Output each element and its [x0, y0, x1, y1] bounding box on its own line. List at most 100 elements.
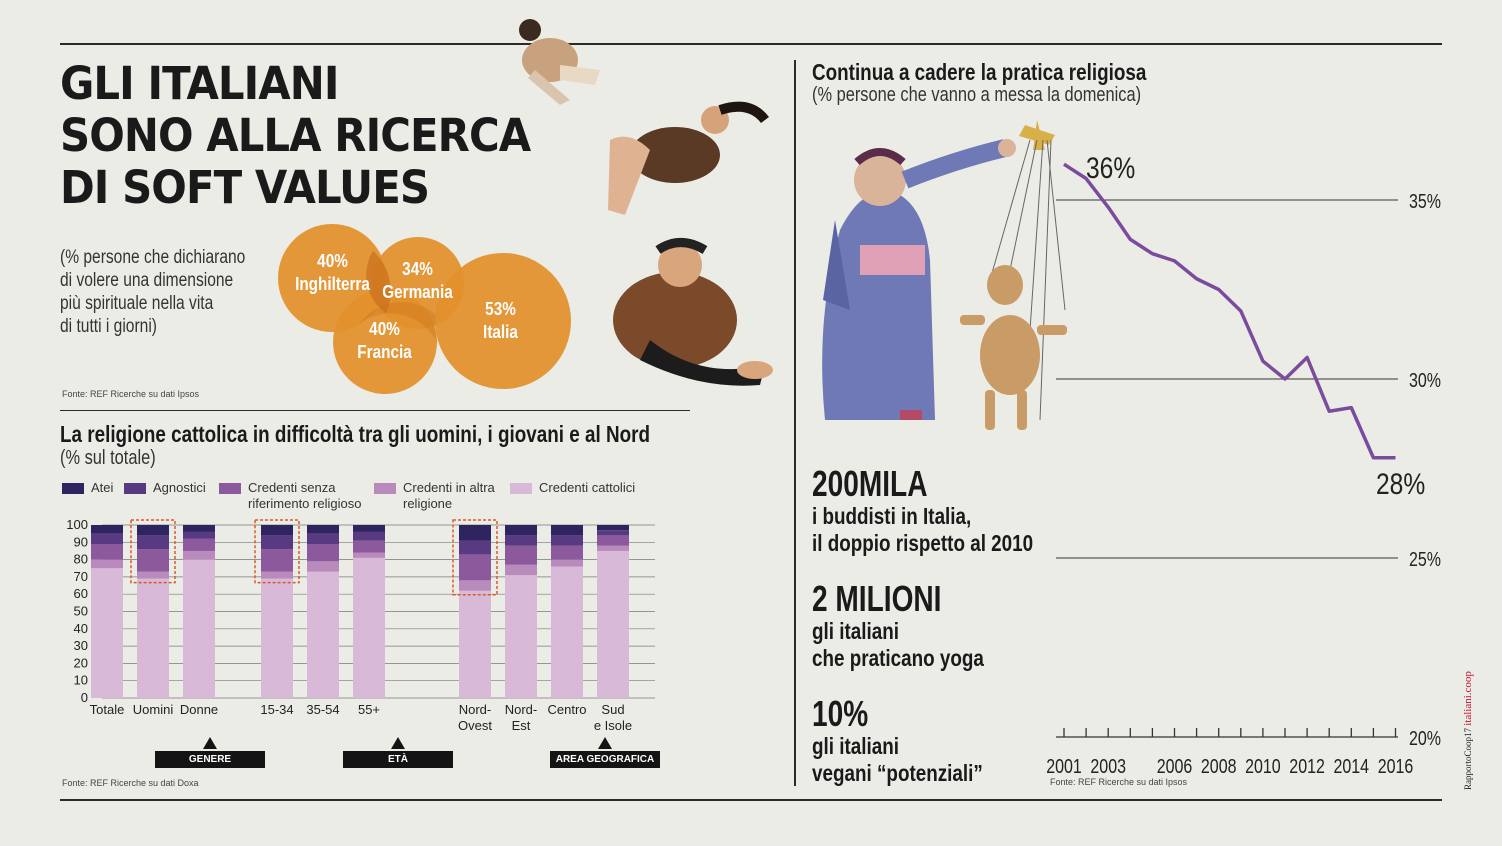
highlight-box	[130, 519, 176, 584]
x-tick-label: Ovest	[458, 718, 492, 733]
legend-label: Atei	[91, 480, 114, 495]
eta-arrow-icon	[391, 737, 405, 749]
main-title: GLI ITALIANI SONO ALLA RICERCA DI SOFT V…	[60, 58, 618, 214]
bar-segment	[307, 544, 339, 562]
legend-label: Credenti senza riferimento religioso	[248, 480, 362, 511]
bar-segment	[183, 550, 215, 560]
stat-line: gli italiani	[812, 618, 899, 644]
bar-segment	[261, 525, 293, 536]
x-tick-label: Uomini	[133, 702, 174, 717]
venn-label-inghilterra: 40% Inghilterra	[292, 250, 373, 296]
bar-segment	[307, 525, 339, 534]
legend-swatch	[124, 483, 146, 494]
stat-line: gli italiani	[812, 733, 899, 759]
bar-segment	[459, 525, 491, 541]
stat-big-value: 200MILA	[812, 463, 928, 504]
x-tick-label: Totale	[90, 702, 125, 717]
x-tick-label: 2006	[1157, 755, 1193, 777]
legend-item-credenti-cattolici: Credenti cattolici	[510, 480, 635, 496]
venn-country: Germania	[382, 282, 453, 302]
stat-big-value: 10%	[812, 693, 869, 734]
venn-circle-italia	[435, 253, 571, 389]
venn-pct: 40%	[369, 319, 400, 339]
x-tick-label: e Isole	[594, 718, 632, 733]
stat-line: il doppio rispetto al 2010	[812, 530, 1034, 556]
venn-circle-francia	[333, 290, 437, 394]
legend-item-credenti-senza: Credenti senza riferimento religioso	[219, 480, 369, 512]
legend-swatch	[62, 483, 84, 494]
y-tick-label: 0	[81, 690, 88, 705]
y-tick-label: 90	[74, 534, 88, 549]
bar-segment	[307, 571, 339, 698]
bar-segment	[551, 535, 583, 546]
bar-segment	[459, 540, 491, 555]
bar-segment	[353, 531, 385, 541]
mass-attendance-line-chart: 20% 25% 30% 35% 2001 2003 2006 2008 2010 2012 2014…	[1046, 151, 1441, 778]
reading-person-icon	[519, 19, 600, 105]
bar-segment	[505, 535, 537, 546]
line-start-label: 36%	[1086, 151, 1135, 185]
bar-segment	[183, 538, 215, 551]
highlight-box	[452, 519, 498, 596]
area-arrow-icon	[598, 737, 612, 749]
bar-segment	[597, 525, 629, 531]
y-tick-label: 30%	[1409, 369, 1441, 391]
bar-segment	[597, 550, 629, 698]
bar-segment	[91, 559, 123, 569]
column-divider	[794, 60, 796, 786]
x-tick-label: Donne	[180, 702, 218, 717]
x-tick-label: Centro	[547, 702, 586, 717]
venn-label-germania: 34% Germania	[381, 258, 453, 304]
bar-segment	[597, 535, 629, 546]
x-tick-label: Nord-	[459, 702, 492, 717]
spiritual-note-line: di tutti i giorni)	[60, 316, 157, 337]
legend-item-credenti-altra: Credenti in altra religione	[374, 480, 502, 512]
bar-segment	[307, 561, 339, 572]
bar-segment	[261, 571, 293, 579]
group-badge-area: AREA GEOGRAFICA	[550, 751, 660, 768]
spiritual-note-line: (% persone che dichiarano	[60, 247, 246, 268]
stat-line: i buddisti in Italia,	[812, 503, 972, 529]
venn-country: Francia	[357, 342, 412, 362]
x-tick-label: 55+	[358, 702, 380, 717]
bar-segment	[91, 533, 123, 545]
x-tick-label: 2001	[1046, 755, 1082, 777]
bar-segment	[505, 575, 537, 698]
spiritual-note-line: più spirituale nella vita	[60, 293, 214, 314]
x-tick-label: 2012	[1289, 755, 1325, 777]
x-tick-label: 15-34	[260, 702, 293, 717]
practice-subtitle: (% persone che vanno a messa la domenica…	[812, 84, 1142, 106]
bar-segment	[597, 545, 629, 551]
bar-segment	[505, 525, 537, 536]
venn-pct: 40%	[317, 251, 348, 271]
religion-source: Fonte: REF Ricerche su dati Doxa	[62, 778, 199, 788]
x-tick-label: Sud	[601, 702, 624, 717]
bar-segment	[459, 580, 491, 591]
spiritual-note-line: di volere una dimensione	[60, 270, 234, 291]
bar-segment	[459, 554, 491, 581]
venn-pct: 53%	[485, 299, 516, 319]
religion-subtitle: (% sul totale)	[60, 447, 156, 469]
legend-swatch	[219, 483, 241, 494]
main-title-line2: SONO ALLA RICERCA	[60, 109, 531, 162]
bar-segment	[91, 544, 123, 560]
bottom-rule	[60, 799, 1442, 801]
bar-segment	[353, 525, 385, 532]
strings	[989, 139, 1066, 421]
bar-segment	[137, 535, 169, 550]
x-tick-label: 2016	[1378, 755, 1414, 777]
bar-segment	[137, 578, 169, 698]
religion-stacked-bar-chart: 0 10 20 30 40 50 60 70 80 90 100 Totale Uomini Donne 1…	[66, 517, 655, 733]
sitting-man-icon	[613, 238, 773, 386]
legend-swatch	[510, 483, 532, 494]
highlight-box	[254, 519, 300, 584]
bar-segment	[137, 549, 169, 572]
bar-segment	[353, 552, 385, 558]
religion-title: La religione cattolica in difficoltà tra…	[60, 421, 650, 447]
y-tick-label: 25%	[1409, 548, 1441, 570]
y-tick-label: 60	[74, 586, 88, 601]
bar-segment	[551, 566, 583, 698]
y-tick-label: 35%	[1409, 190, 1441, 212]
line-series-messa	[1063, 162, 1396, 460]
x-tick-label: 2014	[1333, 755, 1369, 777]
